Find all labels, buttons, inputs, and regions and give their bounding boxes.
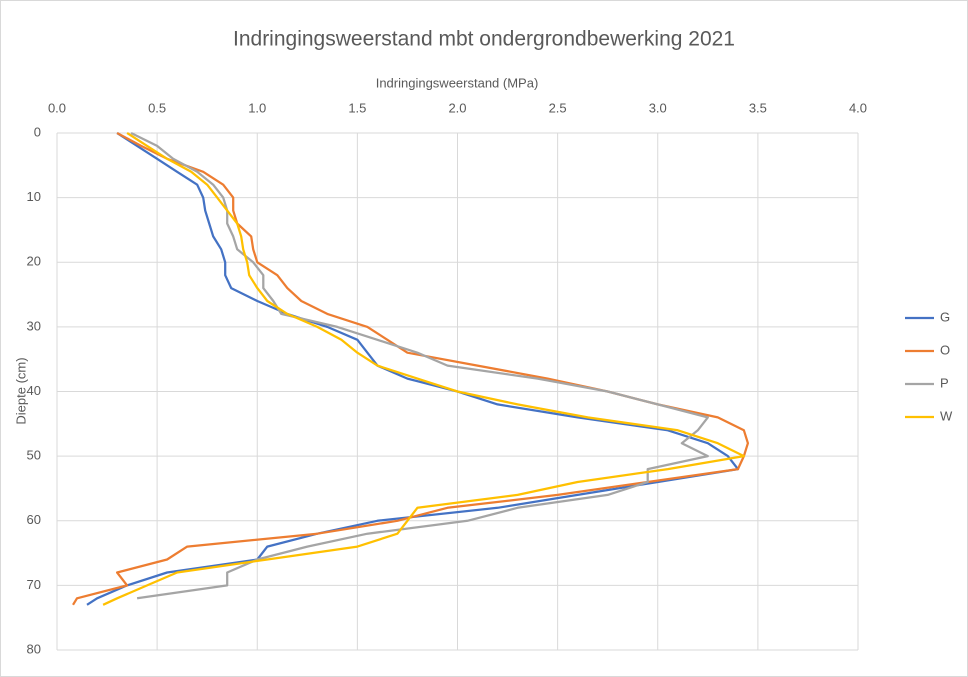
x-tick-label: 0.5: [148, 100, 166, 115]
y-tick-label: 0: [34, 124, 41, 139]
y-tick-label: 50: [27, 448, 41, 463]
y-tick-label: 40: [27, 383, 41, 398]
x-axis-label: Indringingsweerstand (MPa): [376, 75, 539, 90]
legend-label: W: [940, 408, 953, 423]
y-tick-label: 70: [27, 577, 41, 592]
chart-title: Indringingsweerstand mbt ondergrondbewer…: [233, 28, 735, 51]
x-tick-label: 1.5: [348, 100, 366, 115]
legend-label: P: [940, 375, 949, 390]
x-tick-label: 2.0: [448, 100, 466, 115]
x-tick-label: 3.5: [749, 100, 767, 115]
y-axis-label: Diepte (cm): [13, 357, 28, 424]
y-tick-label: 10: [27, 189, 41, 204]
x-tick-label: 1.0: [248, 100, 266, 115]
x-tick-label: 3.0: [649, 100, 667, 115]
y-tick-label: 60: [27, 512, 41, 527]
x-tick-label: 4.0: [849, 100, 867, 115]
series-line: [72, 132, 750, 606]
x-tick-label: 2.5: [549, 100, 567, 115]
x-tick-label: 0.0: [48, 100, 66, 115]
legend-label: O: [940, 342, 950, 357]
y-tick-label: 30: [27, 318, 41, 333]
y-tick-label: 20: [27, 254, 41, 269]
legend-label: G: [940, 309, 950, 324]
series-line: [102, 132, 746, 606]
y-tick-label: 80: [27, 641, 41, 656]
